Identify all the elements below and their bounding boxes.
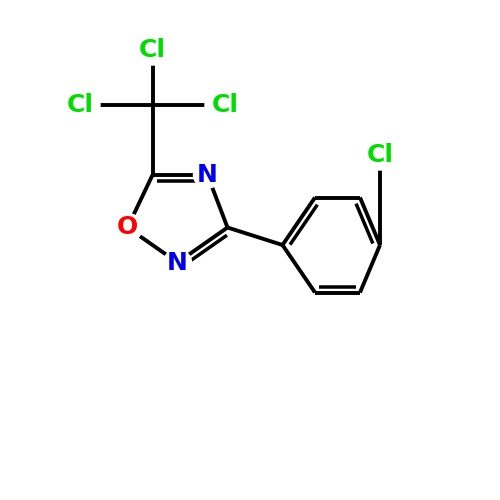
Ellipse shape (164, 250, 192, 276)
Text: N: N (167, 250, 188, 274)
Text: N: N (197, 163, 218, 187)
Text: Cl: Cl (366, 143, 394, 167)
Ellipse shape (194, 162, 222, 188)
Ellipse shape (112, 214, 142, 242)
Text: Cl: Cl (212, 93, 238, 117)
Text: Cl: Cl (66, 93, 94, 117)
Text: Cl: Cl (139, 38, 166, 62)
Ellipse shape (60, 90, 100, 120)
Text: O: O (117, 216, 138, 240)
Ellipse shape (360, 140, 400, 170)
Ellipse shape (205, 90, 245, 120)
Ellipse shape (132, 35, 172, 65)
